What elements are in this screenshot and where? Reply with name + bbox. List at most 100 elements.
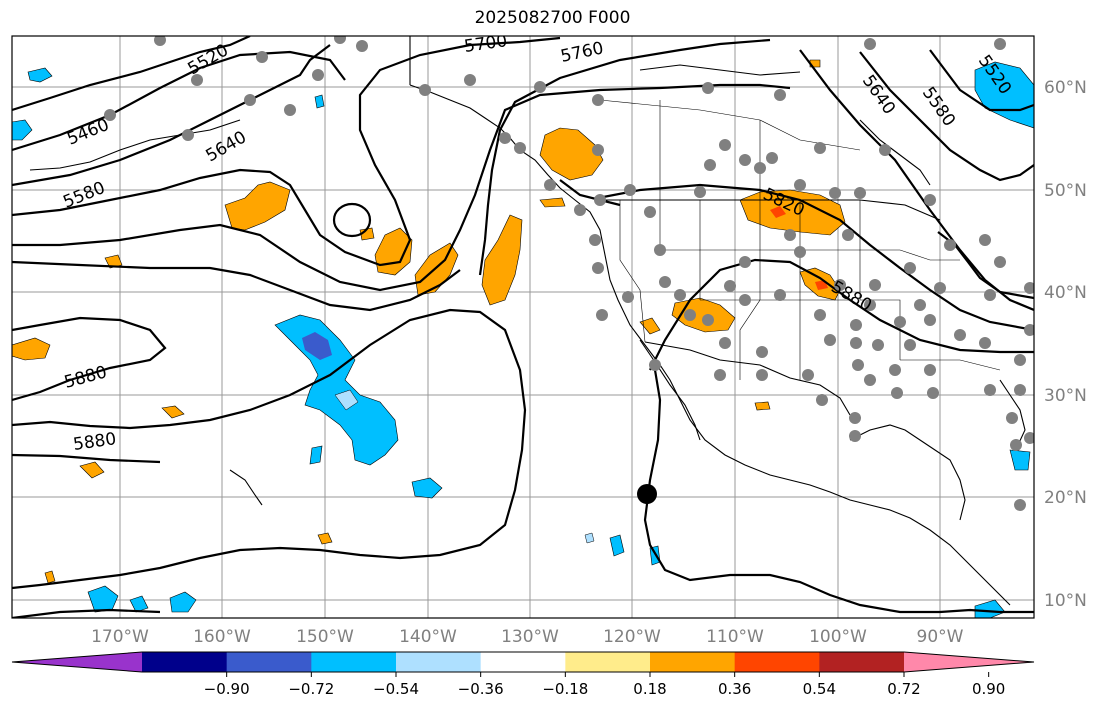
contour-line — [929, 49, 1034, 112]
station-dot — [864, 38, 876, 50]
station-dot — [834, 279, 846, 291]
florida-coast — [999, 379, 1026, 446]
shade-region — [1009, 449, 1031, 471]
shade-core — [302, 332, 332, 360]
station-dot — [816, 394, 828, 406]
station-dot — [872, 339, 884, 351]
station-dot — [756, 369, 768, 381]
station-dot — [104, 109, 116, 121]
station-dot — [739, 154, 751, 166]
shade-region — [671, 297, 736, 333]
colorbar-segment — [311, 652, 397, 672]
station-dot — [704, 159, 716, 171]
station-dot — [814, 309, 826, 321]
colorbar-segment — [142, 652, 228, 672]
station-dot — [592, 144, 604, 156]
colorbar-max-extension — [904, 652, 1034, 672]
station-dot — [850, 319, 862, 331]
station-dot — [944, 239, 956, 251]
station-dot — [774, 89, 786, 101]
station-dot — [924, 314, 936, 326]
shade-region — [639, 317, 661, 335]
station-dot — [829, 187, 841, 199]
station-dot — [714, 369, 726, 381]
contour-line — [12, 308, 527, 590]
station-dot — [979, 337, 991, 349]
longitude-label: 140°W — [399, 627, 457, 647]
station-dot — [766, 152, 778, 164]
weak-negative-regions — [334, 389, 595, 544]
contour-line — [643, 369, 1034, 614]
station-dot — [644, 206, 656, 218]
latitude-label: 50°N — [1044, 181, 1087, 201]
colorbar-segment — [226, 652, 312, 672]
station-dot — [879, 144, 891, 156]
us-mexico-border — [644, 341, 851, 416]
station-dot — [924, 364, 936, 376]
contour-line — [12, 260, 461, 312]
shade-region — [314, 94, 325, 109]
colorbar-tick-label: 0.36 — [718, 680, 751, 698]
station-dot — [842, 229, 854, 241]
shade-region — [129, 595, 149, 613]
station-dot — [984, 384, 996, 396]
colorbar-tick-label: 0.72 — [887, 680, 920, 698]
station-dot — [594, 194, 606, 206]
station-dot — [284, 104, 296, 116]
shade-region — [974, 599, 1006, 618]
contour-label: 5700 — [463, 31, 509, 57]
shade-region — [79, 461, 105, 479]
station-dot — [464, 74, 476, 86]
closed-low-contour — [332, 202, 372, 238]
longitude-labels: 170°W 160°W 150°W 140°W 130°W 120°W 110°W 100°W… — [91, 627, 964, 647]
station-dot — [624, 184, 636, 196]
shade-region — [739, 189, 846, 236]
coastlines-and-borders — [29, 36, 1026, 606]
shade-region — [584, 532, 595, 544]
latitude-label: 20°N — [1044, 488, 1087, 508]
contour-line — [12, 316, 167, 402]
station-dot — [794, 179, 806, 191]
station-dot — [889, 364, 901, 376]
colorbar-segment — [650, 652, 736, 672]
station-dot — [794, 246, 806, 258]
colorbar-tick-label: 0.54 — [803, 680, 836, 698]
station-dot — [1014, 384, 1026, 396]
station-dot — [849, 412, 861, 424]
map-frame — [11, 35, 1035, 619]
station-dot — [864, 299, 876, 311]
colorbar-outline — [11, 651, 1035, 673]
station-dot — [1014, 499, 1026, 511]
station-dot — [592, 94, 604, 106]
contour-line — [12, 36, 561, 267]
station-dot — [719, 139, 731, 151]
station-dot — [622, 291, 634, 303]
strong-negative-regions — [302, 332, 332, 360]
station-dot — [356, 40, 368, 52]
height-contours — [12, 36, 1034, 618]
station-dot — [592, 262, 604, 274]
storm-marker — [637, 484, 657, 504]
station-dot — [544, 179, 556, 191]
station-dot — [659, 276, 671, 288]
positive-anomaly-regions — [12, 59, 846, 584]
longitude-label: 100°W — [809, 627, 867, 647]
station-dot — [694, 186, 706, 198]
shade-region — [374, 227, 413, 276]
shade-region — [169, 591, 197, 613]
latitude-labels: 60°N 50°N 40°N 30°N 20°N 10°N — [1044, 78, 1087, 611]
shade-region — [317, 532, 333, 545]
station-dot — [979, 234, 991, 246]
station-markers — [104, 36, 1034, 511]
contour-line — [12, 36, 251, 112]
station-dot — [182, 129, 194, 141]
longitude-label: 160°W — [193, 627, 251, 647]
latitude-label: 10°N — [1044, 591, 1087, 611]
station-dot — [589, 234, 601, 246]
station-dot — [954, 329, 966, 341]
station-dot — [904, 339, 916, 351]
shade-region — [539, 197, 566, 208]
station-dot — [596, 309, 608, 321]
longitude-label: 150°W — [296, 627, 354, 647]
negative-anomaly-regions — [12, 61, 1034, 618]
